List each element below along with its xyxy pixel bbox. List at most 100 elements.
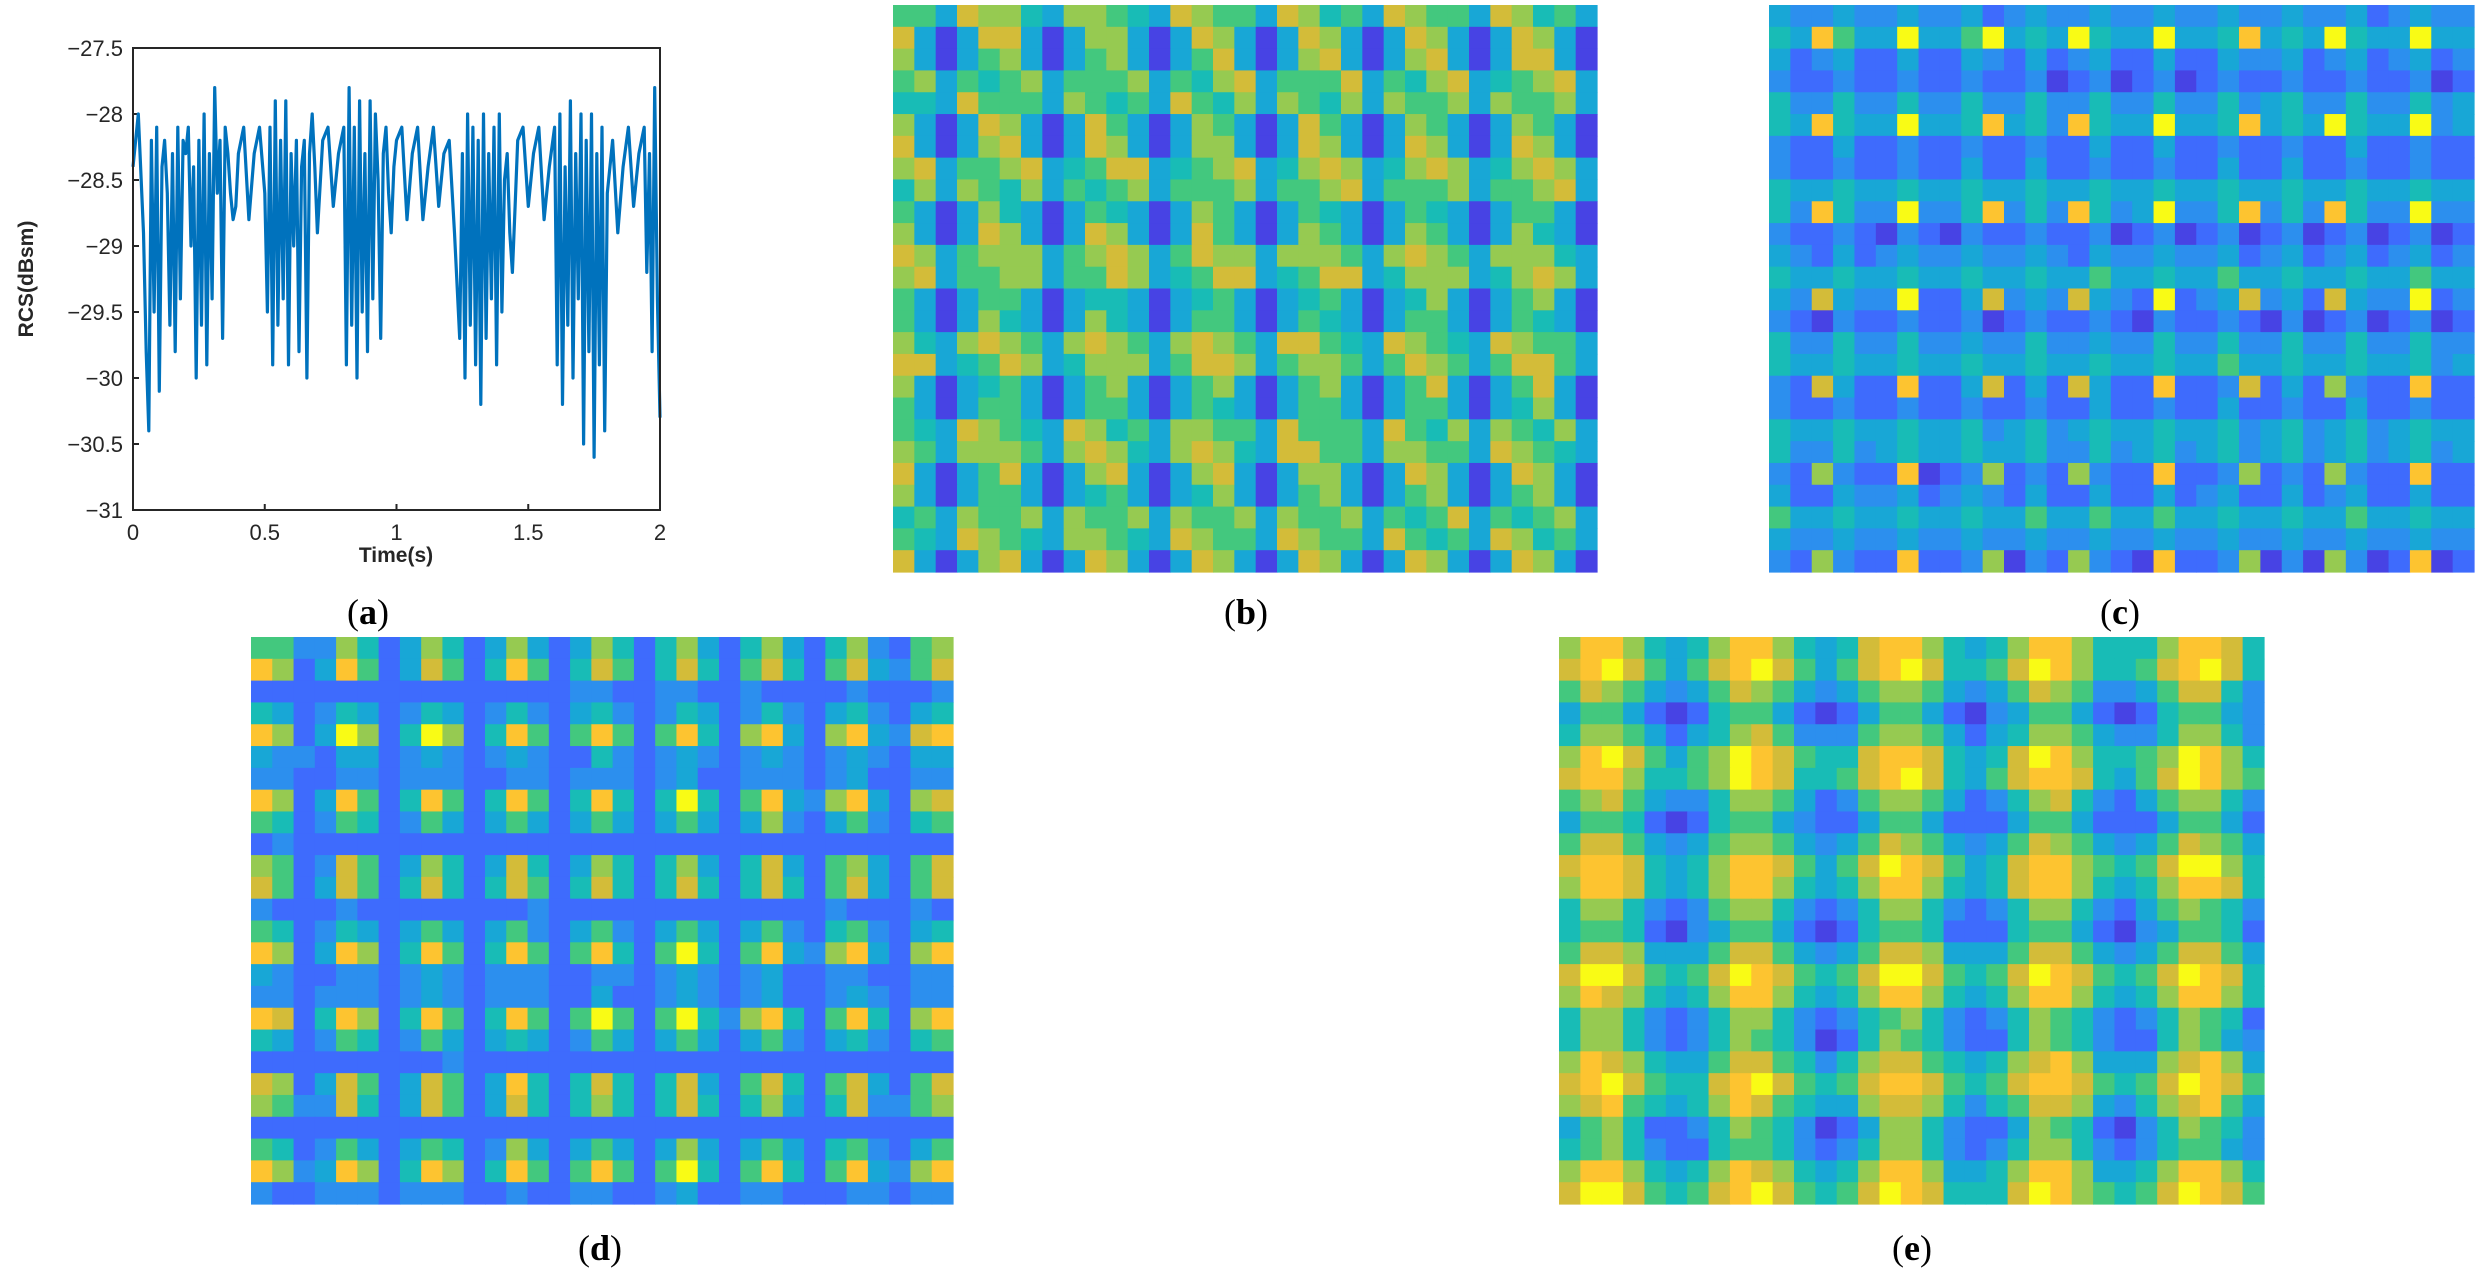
heatmap-cell (2199, 724, 2222, 747)
heatmap-cell (740, 1007, 763, 1031)
heatmap-cell (2089, 462, 2112, 486)
heatmap-cell (914, 92, 937, 115)
heatmap-cell (1255, 70, 1278, 93)
heatmap-cell (2260, 506, 2283, 529)
heatmap-cell (1900, 1051, 1923, 1074)
heatmap-cell (421, 746, 444, 769)
heatmap-cell (506, 833, 529, 856)
heatmap-cell (1559, 680, 1581, 704)
heatmap-cell (1511, 310, 1534, 333)
heatmap-cell (999, 223, 1022, 246)
heatmap-cell (2135, 1029, 2158, 1052)
heatmap-cell (1879, 855, 1902, 878)
heatmap-cell (2217, 135, 2240, 159)
heatmap-cell (2217, 528, 2240, 551)
heatmap-cell (719, 920, 741, 943)
heatmap-cell (2153, 353, 2176, 377)
heatmap-cell (591, 1073, 614, 1096)
heatmap-cell (910, 985, 933, 1009)
heatmap-cell (1811, 201, 1834, 224)
heatmap-cell (1961, 266, 1984, 290)
heatmap-cell (527, 724, 550, 747)
heatmap-cell (655, 1073, 678, 1096)
heatmap-cell (1191, 484, 1214, 508)
heatmap-cell (1964, 1007, 1987, 1031)
heatmap-cell (1918, 550, 1941, 573)
heatmap-cell (825, 1029, 848, 1052)
heatmap-cell (1575, 244, 1598, 268)
heatmap-cell (1575, 26, 1598, 50)
heatmap-cell (463, 1138, 486, 1161)
heatmap-cell (1213, 179, 1235, 202)
heatmap-cell (1964, 1116, 1987, 1140)
heatmap-cell (1982, 92, 2005, 115)
heatmap-cell (2114, 767, 2137, 791)
heatmap-cell (2388, 441, 2411, 464)
heatmap-cell (914, 201, 937, 224)
heatmap-cell (1063, 353, 1086, 377)
heatmap-cell (931, 898, 954, 922)
heatmap-cell (1085, 462, 1107, 486)
heatmap-cell (697, 1138, 720, 1161)
heatmap-cell (2345, 528, 2368, 551)
heatmap-cell (1708, 1138, 1731, 1161)
heatmap-cell (1362, 157, 1385, 181)
heatmap-cell (910, 920, 933, 943)
heatmap-cell (1815, 985, 1838, 1009)
heatmap-cell (1127, 419, 1150, 442)
heatmap-cell (1021, 397, 1043, 420)
heatmap-cell (1854, 375, 1877, 399)
heatmap-cell (1687, 920, 1710, 943)
heatmap-cell (1922, 1051, 1945, 1074)
heatmap-cell (825, 724, 848, 747)
heatmap-cell (527, 1182, 550, 1205)
heatmap-cell (399, 1073, 422, 1096)
heatmap-cell (2007, 1094, 2030, 1118)
heatmap-cell (1042, 179, 1065, 202)
heatmap-cell (2157, 833, 2180, 856)
heatmap-cell (957, 244, 979, 268)
heatmap-cell (1751, 942, 1774, 965)
heatmap-cell (1490, 114, 1513, 137)
heatmap-cell (740, 898, 763, 922)
heatmap-cell (1982, 266, 2005, 290)
heatmap-cell (1298, 441, 1321, 464)
heatmap-cell (2303, 528, 2326, 551)
heatmap-cell (2367, 353, 2390, 377)
plot-a-frame (132, 47, 661, 511)
heatmap-cell (2089, 114, 2112, 137)
heatmap-cell (782, 1116, 805, 1140)
heatmap-cell (1234, 244, 1257, 268)
heatmap-cell (740, 1138, 763, 1161)
heatmap-cell (633, 855, 656, 878)
heatmap-cell (914, 441, 937, 464)
heatmap-cell (697, 767, 720, 791)
heatmap-cell (2367, 397, 2390, 420)
heatmap-cell (2178, 898, 2201, 922)
heatmap-cell (570, 637, 592, 660)
heatmap-cell (2153, 157, 2176, 181)
heatmap-cell (1854, 223, 1877, 246)
heatmap-cell (1191, 506, 1214, 529)
heatmap-cell (1601, 1094, 1624, 1118)
heatmap-cell (1021, 288, 1043, 311)
heatmap-cell (999, 375, 1022, 399)
heatmap-cell (2409, 484, 2432, 508)
heatmap-cell (1769, 266, 1791, 290)
heatmap-cell (2114, 876, 2137, 900)
heatmap-cell (2196, 332, 2219, 355)
heatmap-cell (846, 637, 869, 660)
heatmap-cell (676, 767, 699, 791)
heatmap-cell (719, 1160, 741, 1183)
heatmap-cell (1836, 876, 1859, 900)
heatmap-cell (2029, 964, 2051, 987)
heatmap-cell (1277, 114, 1299, 137)
heatmap-cell (1897, 332, 1920, 355)
heatmap-cell (2004, 353, 2026, 377)
heatmap-cell (527, 1094, 550, 1118)
heatmap-cell (804, 702, 826, 725)
x-tick-label: 2 (654, 520, 666, 545)
heatmap-cell (761, 1138, 784, 1161)
heatmap-cell (1533, 48, 1555, 72)
heatmap-cell (1405, 375, 1427, 399)
